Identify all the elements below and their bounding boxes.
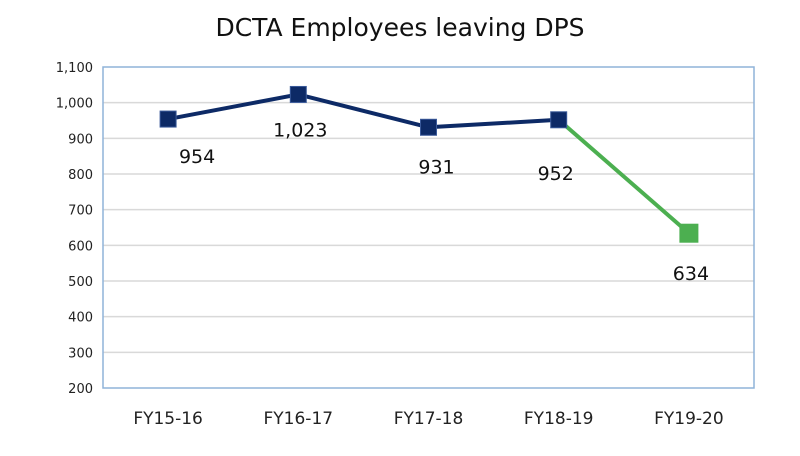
y-tick-label: 1,000 [56,97,93,112]
plot-area-border [102,66,755,389]
series-line-segment [556,117,691,236]
data-label: 634 [673,263,709,285]
data-point-marker [420,118,437,136]
y-tick-label: 700 [68,204,93,219]
y-tick-label: 200 [68,382,93,397]
data-label: 931 [418,156,454,178]
data-point-marker [159,110,177,128]
data-label: 954 [179,146,215,168]
y-tick-label: 900 [68,132,93,147]
series-line-segment [296,92,431,130]
y-tick-label: 300 [68,346,93,361]
y-tick-label: 500 [68,275,93,290]
x-tick-label: FY18-19 [524,409,594,429]
data-label: 1,023 [273,119,327,141]
y-tick-label: 800 [68,168,93,183]
data-point-marker [289,85,307,103]
x-tick-label: FY15-16 [133,409,203,429]
y-tick-label: 1,100 [56,61,93,76]
data-point-marker [550,111,568,129]
chart-title: DCTA Employees leaving DPS [215,13,584,42]
series-line-segment [166,92,301,122]
y-tick-label: 400 [68,311,93,326]
data-point-marker [679,223,699,243]
x-tick-label: FY17-18 [394,409,464,429]
x-tick-label: FY16-17 [264,409,334,429]
y-tick-label: 600 [68,239,93,254]
series-line-segment [426,117,561,130]
data-label: 952 [538,163,574,185]
x-tick-label: FY19-20 [654,409,724,429]
